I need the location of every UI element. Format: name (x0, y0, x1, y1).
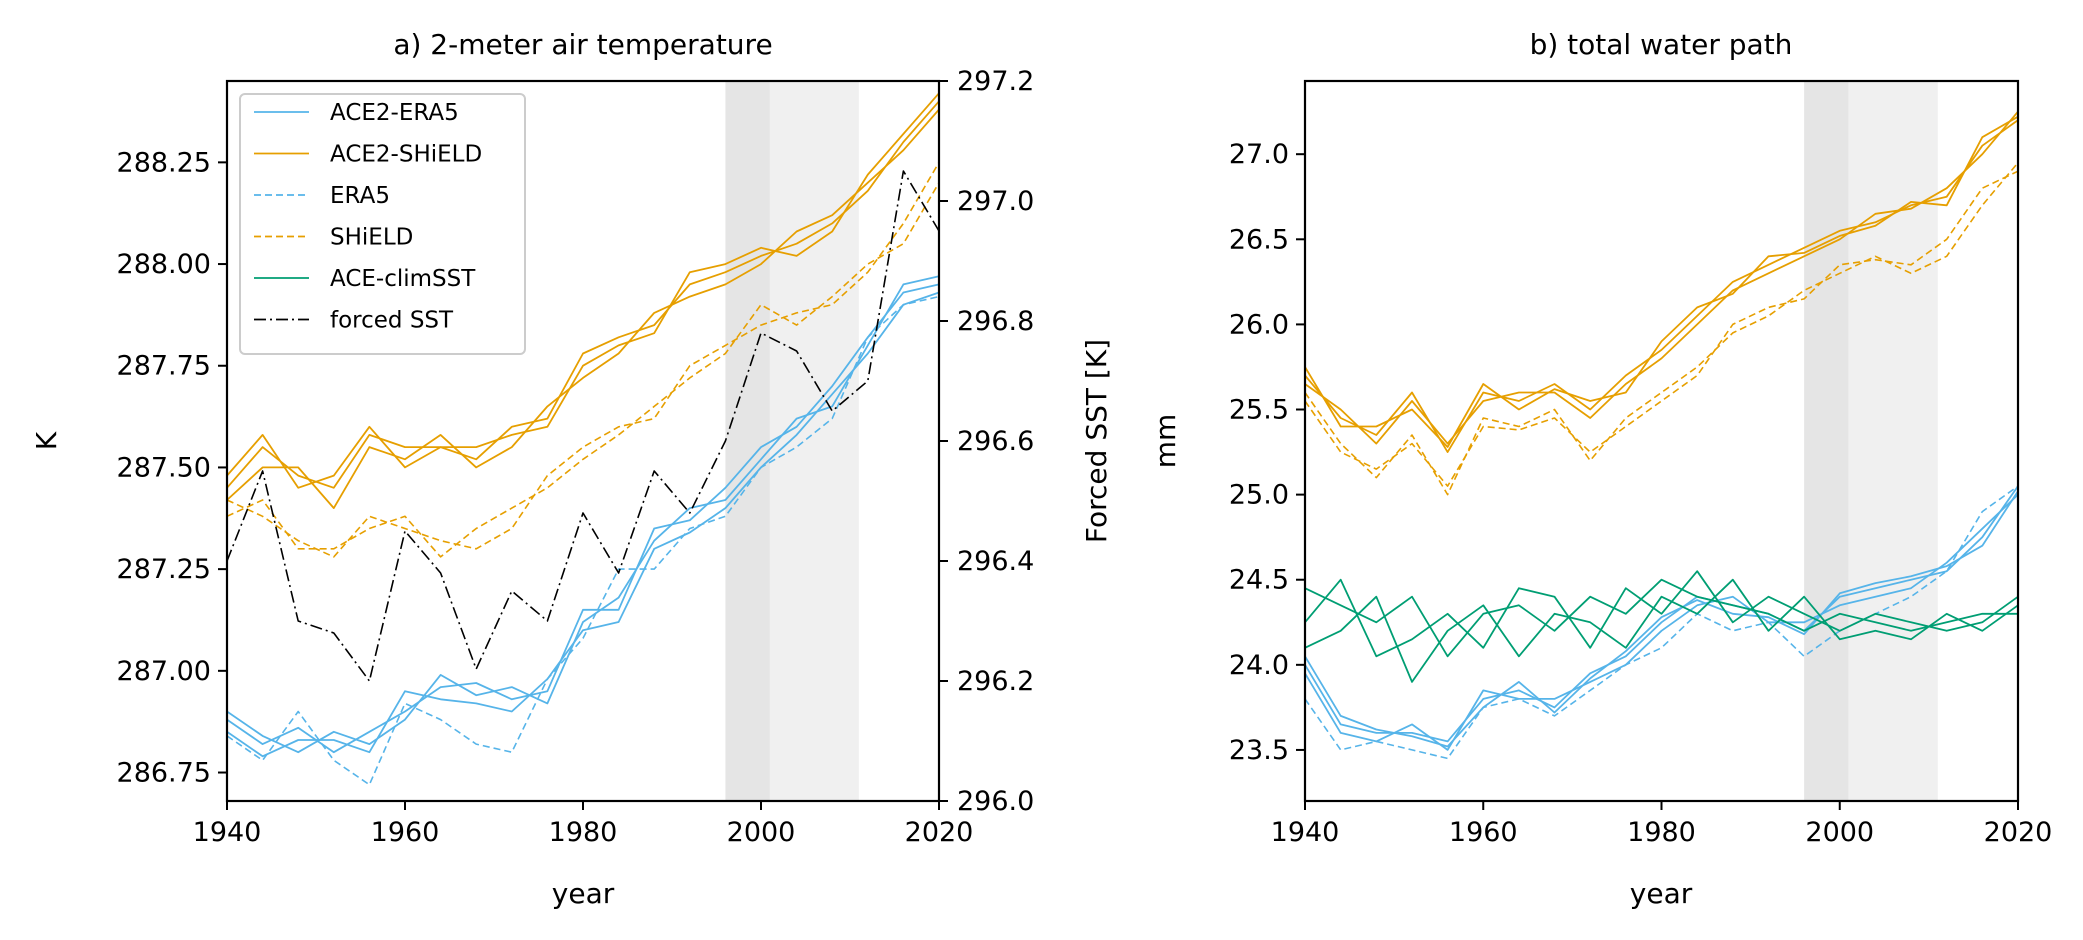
y-tick-label: 27.0 (1229, 139, 1289, 170)
x-tick-label: 2020 (905, 817, 974, 848)
y-right-tick-label: 296.2 (957, 666, 1034, 697)
y-tick-label: 25.5 (1229, 395, 1289, 426)
y-tick-label: 24.5 (1229, 565, 1289, 596)
series-line-era5-4 (226, 295, 940, 786)
series-line-ace2-shield-6 (226, 108, 940, 510)
y-right-tick-label: 296.6 (957, 426, 1034, 457)
y-tick-label: 26.0 (1229, 309, 1289, 340)
legend-entries: ACE2-ERA5 ACE2-SHiELD ERA5 SHiELD ACE-climSS… (254, 100, 482, 334)
panel-a-x-axis: 1940 1960 1980 2000 2020 (193, 801, 974, 848)
x-tick-label: 1940 (193, 817, 262, 848)
legend-label-ace2-era5: ACE2-ERA5 (330, 100, 459, 126)
series-line-ace2-era5-2 (226, 291, 940, 758)
series-line-era5-9 (1304, 485, 2019, 760)
panel-a-series-lines (226, 92, 940, 786)
y-tick-label: 24.0 (1229, 650, 1289, 681)
y-tick-label: 286.75 (117, 758, 211, 789)
shaded-period-1 (725, 81, 770, 801)
panel-b-series-lines (1304, 111, 2019, 760)
series-line-shield-4 (1304, 162, 2019, 496)
series-line-shield-5 (1304, 170, 2019, 487)
panel-b-x-label: year (1630, 877, 1693, 910)
panel-a-title: a) 2-meter air temperature (393, 28, 772, 61)
y-tick-label: 288.00 (117, 249, 211, 280)
panel-b-y-axis: 23.5 24.0 24.5 25.0 25.5 26.0 26.5 27.0 (1229, 139, 1305, 766)
y-right-tick-label: 297.2 (957, 66, 1034, 97)
shaded-period-2 (769, 81, 859, 801)
shaded-period-2 (1848, 81, 1938, 801)
panel-a-shaded-periods (725, 81, 859, 801)
panel-a-y-axis-right: 296.0 296.2 296.4 296.6 296.8 297.0 297.2 (939, 66, 1034, 817)
y-tick-label: 287.00 (117, 656, 211, 687)
series-line-ace2-shield-3 (1304, 115, 2019, 448)
y-right-tick-label: 296.4 (957, 546, 1034, 577)
x-tick-label: 1960 (1449, 817, 1518, 848)
series-line-ace2-era5-7 (1304, 493, 2019, 751)
y-tick-label: 287.25 (117, 554, 211, 585)
x-tick-label: 1940 (1271, 817, 1340, 848)
shaded-period-1 (1804, 81, 1849, 801)
legend-label-forced-sst: forced SST (330, 308, 454, 334)
y-right-tick-label: 296.8 (957, 306, 1034, 337)
y-tick-label: 287.50 (117, 452, 211, 483)
panel-b-y-label: mm (1149, 414, 1182, 469)
y-tick-label: 288.25 (117, 147, 211, 178)
panel-b-shaded-periods (1804, 81, 1938, 801)
panel-a-y-label: K (30, 431, 63, 450)
x-tick-label: 2000 (727, 817, 796, 848)
series-line-ace2-shield-7 (226, 92, 940, 489)
x-tick-label: 1980 (549, 817, 618, 848)
legend: ACE2-ERA5 ACE2-SHiELD ERA5 SHiELD ACE-climSS… (239, 93, 526, 355)
series-line-ace2-shield-5 (226, 100, 940, 489)
y-tick-label: 287.75 (117, 351, 211, 382)
legend-box (239, 93, 526, 355)
x-tick-label: 1980 (1627, 817, 1696, 848)
series-line-forced-sst-10 (226, 170, 940, 682)
series-line-ace2-era5-8 (1304, 490, 2019, 748)
panel-a-temperature: 1940 1960 1980 2000 2020 286.75287.00287.252… (30, 28, 1113, 910)
panel-a-x-label: year (552, 877, 615, 910)
y-tick-label: 23.5 (1229, 735, 1289, 766)
legend-label-ace-climsst: ACE-climSST (330, 266, 476, 292)
y-tick-label: 25.0 (1229, 480, 1289, 511)
x-tick-label: 1960 (371, 817, 440, 848)
series-line-ace-climsst-11 (1304, 570, 2019, 658)
series-line-ace2-era5-3 (226, 275, 940, 754)
panel-b-title: b) total water path (1530, 28, 1793, 61)
panel-a-y-label-right: Forced SST [K] (1080, 339, 1113, 543)
series-line-ace-climsst-10 (1304, 578, 2018, 658)
series-line-ace-climsst-12 (1304, 578, 2019, 683)
y-right-tick-label: 296.0 (957, 786, 1034, 817)
y-right-tick-label: 297.0 (957, 186, 1034, 217)
legend-label-shield: SHiELD (330, 225, 413, 251)
panel-b-x-axis: 1940 1960 1980 2000 2020 (1271, 801, 2053, 848)
series-line-ace2-era5-1 (226, 283, 940, 754)
panel-a-y-axis-left: 286.75 287.00 287.25 287.50 287.75 288.00 288.… (117, 147, 227, 789)
x-tick-label: 2000 (1805, 817, 1874, 848)
legend-label-ace2-shield: ACE2-SHiELD (330, 142, 482, 168)
legend-label-era5: ERA5 (330, 183, 390, 209)
series-line-ace2-era5-6 (1304, 485, 2019, 743)
series-line-shield-9 (226, 182, 940, 558)
panel-b-water-path: 1940 1960 1980 2000 2020 23.5 24.0 24.5 25.0 25.… (1149, 28, 2052, 910)
y-tick-label: 26.5 (1229, 224, 1289, 255)
x-tick-label: 2020 (1984, 817, 2053, 848)
